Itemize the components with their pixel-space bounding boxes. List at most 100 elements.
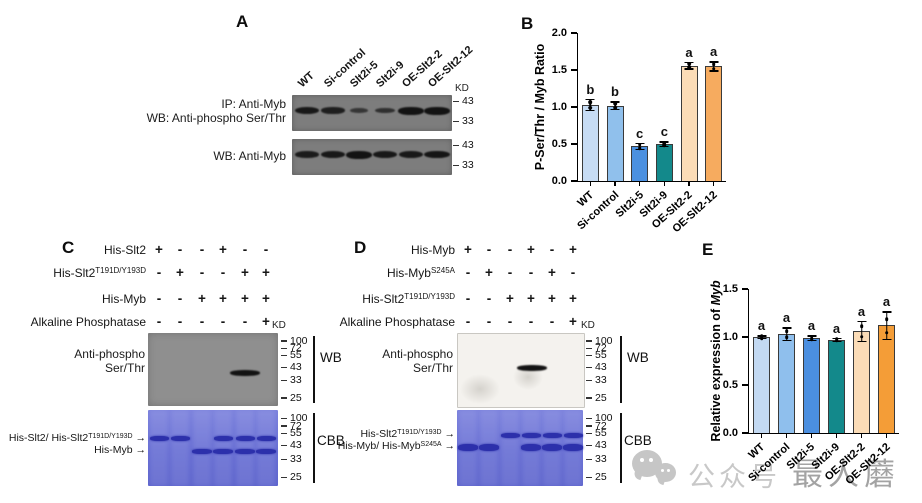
- error-bar: [589, 98, 592, 111]
- reagent-flag: -: [156, 314, 162, 329]
- panel-a-row-label-wb: WB: Anti-Myb: [213, 149, 286, 163]
- y-tick-label: 1.5: [551, 64, 567, 76]
- wb-bracket: [313, 336, 315, 403]
- cbb-band-upper: [170, 436, 190, 442]
- marker-tick: [281, 458, 287, 461]
- reagent-flag: -: [177, 291, 183, 306]
- cbb-band-lower: [542, 443, 562, 451]
- data-point: [859, 334, 864, 339]
- cbb-band-lower: [521, 443, 541, 451]
- y-tick-label: 0.5: [722, 379, 738, 391]
- reagent-flag: +: [506, 291, 514, 306]
- reagent-flag: -: [549, 314, 555, 329]
- data-point: [809, 337, 814, 342]
- y-tick-label: 0.0: [551, 175, 567, 187]
- y-axis-tick: [741, 384, 748, 386]
- marker-tick: [586, 425, 592, 427]
- data-point: [884, 330, 889, 335]
- bar-oe-slt2-12: [878, 325, 895, 433]
- label-segment: His-Myb/ His-Myb: [337, 440, 421, 453]
- gel-lane: [193, 410, 211, 486]
- gel-lane: [236, 410, 254, 486]
- reagent-flag: -: [242, 242, 248, 257]
- x-axis-tick: [712, 181, 715, 186]
- reagent-flag: -: [507, 242, 513, 257]
- significance-letter: c: [636, 125, 644, 141]
- panel-a-row-label-ip: IP: Anti-Myb WB: Anti-phospho Ser/Thr: [28, 97, 286, 125]
- error-bar: [885, 311, 888, 340]
- reagent-label: His-MybS245A: [387, 266, 455, 280]
- x-axis-tick: [688, 181, 690, 186]
- marker-kd-value: 43: [290, 439, 302, 452]
- marker-tick: [281, 347, 287, 350]
- marker-tick: [586, 347, 592, 350]
- y-axis-tick: [570, 180, 577, 182]
- panel-a-blot-ip-phospho: [292, 95, 452, 131]
- reagent-flag: +: [548, 265, 556, 280]
- panel-d-kd-label: KD: [581, 320, 595, 331]
- lane-label-slt2i-9: Slt2i-9: [373, 58, 407, 90]
- panel-b-chart: 0.0 0.5 1.0 1.5 2.0 b WT b Si-control c Slt2i-5 c Sl…: [552, 27, 726, 235]
- marker-kd-value: 33: [595, 453, 607, 466]
- x-axis-tick: [663, 181, 666, 186]
- label-segment: His-Slt2: [360, 428, 398, 441]
- significance-letter: a: [685, 44, 693, 60]
- marker-kd-value: 25: [595, 471, 607, 484]
- reagent-flag: -: [549, 242, 555, 257]
- label-segment: T191D/Y193D: [397, 429, 442, 437]
- reagent-flag: +: [219, 242, 227, 257]
- error-bar-cap-bottom: [610, 108, 620, 111]
- data-point: [711, 67, 716, 71]
- lane-label-wt: WT: [295, 69, 317, 90]
- marker-kd-value: 72: [595, 419, 607, 432]
- reagent-label: Alkaline Phosphatase: [31, 315, 146, 329]
- panel-e-y-axis-title: Relative expression of Myb: [709, 280, 723, 441]
- reagent-flag: -: [507, 314, 513, 329]
- data-point: [662, 140, 667, 145]
- wechat-icon-small: [655, 463, 676, 482]
- reagent-flag: -: [177, 242, 183, 257]
- marker-kd-value: 25: [290, 391, 302, 404]
- marker-tick: [586, 458, 592, 461]
- significance-letter: a: [710, 44, 718, 60]
- bar-oe-slt2-2: [680, 65, 698, 181]
- marker-kd-value: 55: [290, 427, 302, 440]
- cbb-bracket: [313, 413, 315, 483]
- error-bar: [860, 320, 863, 342]
- protein-band: [424, 106, 450, 115]
- x-axis-tick: [589, 181, 592, 186]
- x-axis-tick: [785, 433, 788, 438]
- cbb-side-label: CBB: [317, 433, 345, 448]
- cbb-band-upper: [256, 436, 276, 442]
- reagent-flag: -: [199, 265, 205, 280]
- panel-e-chart: 0.0 0.5 1.0 1.5 a WT a Si-control a Slt2i-5 a Slt2i…: [723, 283, 899, 487]
- reagent-flag: -: [220, 314, 226, 329]
- cbb-band-lower: [458, 443, 478, 451]
- error-bar-cap-bottom: [782, 339, 791, 342]
- reagent-label: His-Myb: [102, 292, 146, 306]
- bar-slt2i-9: [655, 144, 673, 181]
- band-row-label: His-Slt2/ His-Slt2T191D/Y193D →: [9, 432, 146, 444]
- panel-c-wb-antibody-label: Anti-phospho Ser/Thr: [15, 347, 145, 375]
- antibody-label-line: Ser/Thr: [412, 361, 453, 376]
- reagent-flag: -: [465, 314, 471, 329]
- error-bar-cap-bottom: [585, 109, 595, 112]
- marker-tick: [281, 417, 287, 420]
- marker-tick: [586, 444, 592, 447]
- data-point: [759, 336, 764, 340]
- reagent-flag: +: [176, 265, 184, 280]
- reagent-flag: -: [528, 265, 534, 280]
- gel-lane: [171, 410, 189, 486]
- data-point: [834, 337, 839, 341]
- cbb-band-upper: [563, 432, 583, 438]
- marker-tick: [281, 432, 287, 435]
- cbb-band-lower: [256, 448, 276, 454]
- label-segment: S245A: [420, 441, 442, 449]
- marker-tick: [586, 379, 592, 382]
- marker-kd-value: 72: [595, 342, 607, 355]
- marker-kd-value: 100: [595, 334, 613, 347]
- reagent-label: His-Myb: [411, 243, 455, 257]
- marker-tick: [586, 476, 592, 479]
- y-axis-tick: [741, 336, 748, 338]
- reagent-flag: +: [485, 265, 493, 280]
